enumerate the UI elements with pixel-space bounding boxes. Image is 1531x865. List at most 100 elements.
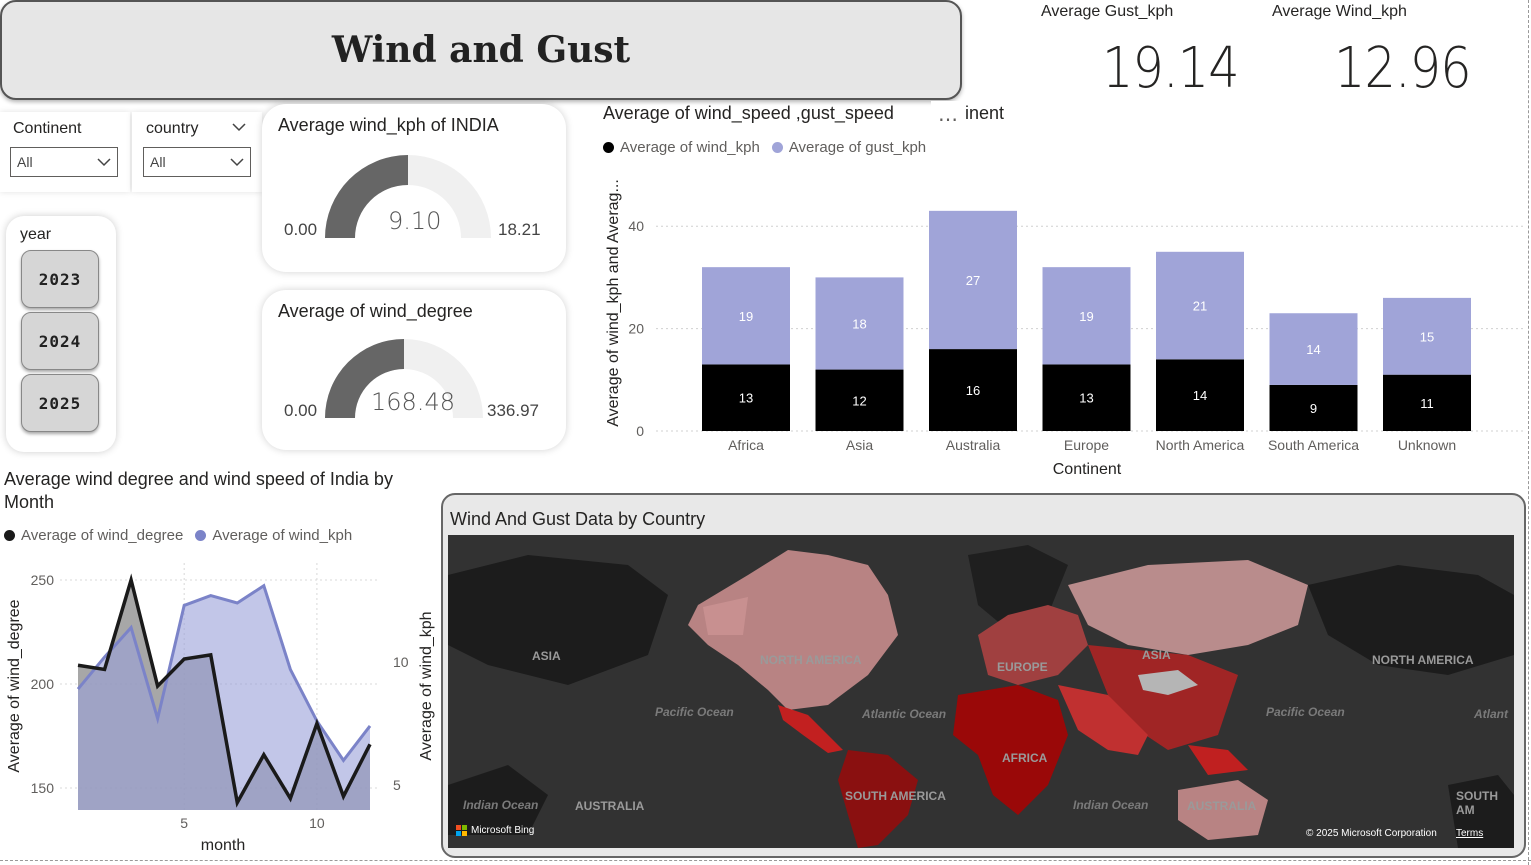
bar-gust (702, 267, 790, 365)
gauge-india-title: Average wind_kph of INDIA (278, 115, 499, 135)
y-left-tick-label: 200 (31, 676, 55, 692)
map-ocean-pacific-right: Pacific Ocean (1266, 705, 1345, 719)
gauge-degree-title: Average of wind_degree (278, 301, 473, 321)
map-australia (1178, 780, 1268, 840)
map-ocean-pacific-left: Pacific Ocean (655, 705, 734, 719)
map-label-south-america: SOUTH AMERICA (845, 789, 946, 803)
line-wind-degree (77, 573, 372, 808)
y-tick-label: 0 (636, 423, 644, 439)
y-tick-label: 20 (628, 321, 644, 337)
data-label-wind: 12 (852, 393, 866, 408)
bar-gust (1156, 251, 1244, 360)
data-label-wind: 16 (966, 383, 980, 398)
bing-label: Microsoft Bing (471, 825, 535, 836)
gauge-degree-arc (325, 339, 483, 418)
year-button-2024[interactable]: 2024 (21, 312, 99, 370)
map-ocean-atlantic-right: Atlant (1474, 707, 1508, 721)
y-right-axis-title: Average of wind_kph (418, 611, 435, 760)
x-axis-title: Continent (1053, 461, 1122, 478)
country-slicer: country All (132, 112, 262, 192)
country-dropdown[interactable]: All (143, 147, 251, 177)
x-tick-label: 5 (180, 815, 188, 831)
map-shapes (448, 545, 1514, 848)
x-tick-label: North America (1156, 437, 1245, 453)
map-alaska (703, 597, 748, 635)
bar-wind (1269, 384, 1358, 431)
continent-dropdown-value: All (17, 154, 33, 170)
data-label-gust: 19 (739, 309, 753, 324)
kpi-wind-value: 12.96 (1334, 36, 1472, 101)
x-tick-label: South America (1268, 437, 1359, 453)
gauge-degree-min: 0.00 (284, 401, 318, 420)
x-tick-label: Africa (728, 437, 764, 453)
legend-dot-gust (771, 142, 783, 153)
more-options-icon[interactable]: … (931, 101, 965, 127)
bar-wind (815, 369, 904, 431)
country-slicer-label: country (146, 120, 199, 137)
continent-dropdown[interactable]: All (10, 147, 118, 177)
y-right-tick-label: 10 (393, 654, 409, 670)
year-button-2025[interactable]: 2025 (21, 374, 99, 432)
map-label-australia: AUSTRALIA (1187, 799, 1257, 813)
gauge-card-wind-degree: Average of wind_degree 0.00 168.48 336.9… (262, 290, 566, 450)
map-europe (978, 605, 1088, 685)
map-ocean-atlantic: Atlantic Ocean (862, 707, 947, 721)
x-tick-label: Unknown (1398, 437, 1456, 453)
legend-dot-wind (603, 142, 614, 153)
year-button-2023[interactable]: 2023 (21, 250, 99, 308)
country-dropdown-value: All (150, 154, 166, 170)
data-label-gust: 15 (1420, 329, 1434, 344)
x-tick-label: Europe (1064, 437, 1109, 453)
bar-wind (702, 364, 790, 431)
bar-gust (929, 210, 1017, 350)
data-label-wind: 11 (1420, 396, 1434, 411)
map-landmass (1308, 565, 1514, 675)
map-label-north-america-right: NORTH AMERICA (1372, 653, 1474, 667)
chevron-down-icon[interactable] (232, 122, 246, 132)
x-tick-label: Australia (946, 437, 1001, 453)
line-wind-kph (76, 583, 372, 763)
map-africa (953, 685, 1068, 815)
bing-logo: Microsoft Bing (456, 825, 534, 836)
map-label-australia-left: AUSTRALIA (575, 799, 645, 813)
report-title: Wind and Gust (331, 29, 631, 71)
bar-wind (1383, 374, 1471, 431)
data-label-wind: 14 (1193, 388, 1207, 403)
map-label-north-america: NORTH AMERICA (760, 653, 862, 667)
y-tick-label: 40 (628, 218, 644, 234)
data-label-wind: 13 (1079, 391, 1093, 406)
gauge-india-max: 18.21 (498, 220, 541, 239)
world-map[interactable]: ASIA NORTH AMERICA EUROPE ASIA NORTH AME… (448, 535, 1514, 848)
data-label-wind: 13 (739, 391, 753, 406)
y-left-tick-label: 250 (31, 572, 55, 588)
kpi-gust-value: 19.14 (1102, 36, 1240, 101)
continent-slicer-label: Continent (13, 120, 82, 137)
y-left-tick-label: 150 (31, 780, 55, 796)
map-mongolia (1138, 670, 1198, 695)
x-axis-title: month (201, 837, 245, 854)
x-tick-label: 10 (309, 815, 325, 831)
gauge-fill (325, 155, 408, 238)
gauge-degree-value: 168.48 (371, 388, 455, 416)
map-terms-link[interactable]: Terms (1456, 828, 1484, 839)
legend-dot-degree (4, 530, 15, 541)
map-label-africa: AFRICA (1002, 751, 1048, 765)
bar-chart-legend: Average of wind_kph Average of gust_kph (603, 139, 926, 156)
page-border-bottom (0, 860, 1531, 861)
map-copyright: © 2025 Microsoft Corporation (1306, 828, 1437, 839)
line-chart-title: Average wind degree and wind speed of In… (4, 469, 393, 512)
y-left-axis-title: Average of wind_degree (6, 599, 23, 772)
legend-label-windkph: Average of wind_kph (212, 527, 353, 544)
map-central-america (778, 705, 843, 753)
map-label-south-america-right: SOUTH AM (1456, 789, 1498, 817)
microsoft-logo-icon (456, 825, 467, 836)
bar-gust (1042, 267, 1131, 365)
map-india (1058, 685, 1148, 755)
data-label-gust: 14 (1306, 342, 1320, 357)
gauge-india-arc (325, 155, 491, 238)
bar-gust (1383, 297, 1471, 375)
map-landmass (1448, 775, 1514, 848)
kpi-wind-label: Average Wind_kph (1272, 3, 1407, 20)
data-label-gust: 19 (1079, 309, 1093, 324)
bar-chart-title-suffix: inent (965, 103, 1005, 123)
